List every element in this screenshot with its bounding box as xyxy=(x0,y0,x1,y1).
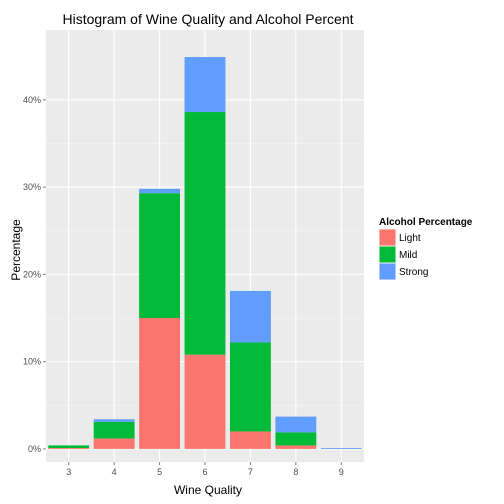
x-tick-label: 5 xyxy=(157,467,162,477)
legend-key-mild xyxy=(379,246,396,263)
bar-mild-5 xyxy=(139,193,181,318)
chart-title: Histogram of Wine Quality and Alcohol Pe… xyxy=(62,11,353,27)
y-tick-label: 20% xyxy=(23,269,41,279)
y-tick-label: 0% xyxy=(28,444,41,454)
bar-mild-8 xyxy=(275,432,317,446)
bar-light-8 xyxy=(275,445,317,449)
y-tick-label: 30% xyxy=(23,182,41,192)
bar-strong-6 xyxy=(184,57,226,113)
bars-layer xyxy=(48,57,362,449)
legend-title: Alcohol Percentage xyxy=(379,217,473,228)
x-tick-label: 4 xyxy=(112,467,117,477)
grid-layer xyxy=(46,30,364,462)
legend-label-mild: Mild xyxy=(399,250,417,261)
bar-mild-3 xyxy=(48,445,90,449)
legend-label-light: Light xyxy=(399,233,421,244)
bar-mild-7 xyxy=(229,342,271,432)
legend-key-strong xyxy=(379,263,396,280)
y-tick-label: 10% xyxy=(23,357,41,367)
x-tick-label: 3 xyxy=(66,467,71,477)
y-tick-label: 40% xyxy=(23,95,41,105)
x-tick-label: 8 xyxy=(293,467,298,477)
bar-light-7 xyxy=(229,431,271,449)
bar-light-3 xyxy=(48,448,90,449)
bar-strong-7 xyxy=(229,290,271,343)
bar-strong-8 xyxy=(275,416,317,433)
bar-mild-6 xyxy=(184,112,226,355)
legend-key-light xyxy=(379,229,396,246)
y-axis-title: Percentage xyxy=(9,219,23,281)
bar-mild-4 xyxy=(93,421,135,439)
x-axis-title: Wine Quality xyxy=(174,483,242,497)
bar-strong-9 xyxy=(320,448,362,449)
bar-light-4 xyxy=(93,438,135,449)
bar-strong-4 xyxy=(93,419,135,422)
bar-strong-5 xyxy=(139,188,181,194)
x-tick-label: 6 xyxy=(202,467,207,477)
axis-layer: 0% 10% 20% 30% 40% 3 4 5 6 7 8 9 xyxy=(23,95,344,477)
bar-light-5 xyxy=(139,318,181,449)
bar-light-6 xyxy=(184,354,226,449)
x-tick-label: 7 xyxy=(248,467,253,477)
legend: Alcohol Percentage Light Mild Strong xyxy=(379,217,473,280)
x-tick-label: 9 xyxy=(339,467,344,477)
legend-label-strong: Strong xyxy=(399,267,428,278)
